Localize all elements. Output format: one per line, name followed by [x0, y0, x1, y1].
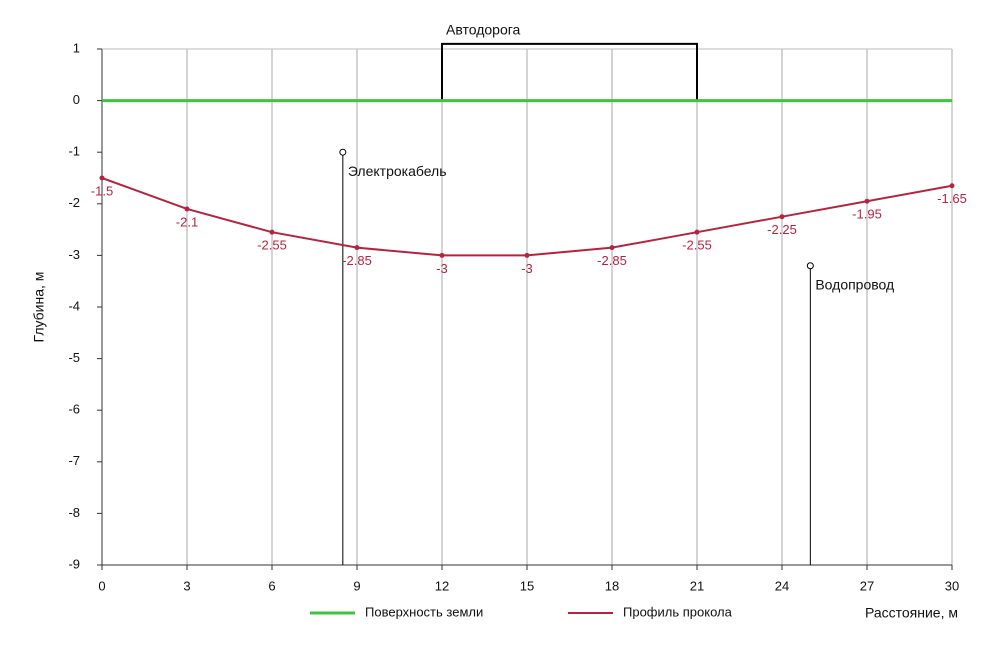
point: [269, 229, 275, 235]
point: [864, 198, 870, 204]
marker-point: [339, 148, 347, 156]
legend-label: Профиль прокола: [623, 604, 733, 619]
value-label: -1.95: [852, 207, 882, 222]
x-tick-label: 21: [690, 578, 704, 593]
y-tick-label: -3: [68, 247, 80, 262]
annotation-label: Электрокабель: [348, 163, 447, 179]
value-label: -1.65: [937, 191, 967, 206]
y-tick-label: -7: [68, 453, 80, 468]
y-tick-label: -2: [68, 195, 80, 210]
point: [949, 183, 955, 189]
y-axis-label: Глубина, м: [31, 272, 47, 343]
x-tick-label: 27: [860, 578, 874, 593]
value-label: -2.25: [767, 222, 797, 237]
value-label: -1.5: [91, 183, 113, 198]
road-span: [441, 42, 698, 101]
x-tick-label: 6: [268, 578, 275, 593]
point: [99, 175, 105, 181]
x-tick-label: 12: [435, 578, 449, 593]
point: [524, 252, 530, 258]
value-label: -3: [436, 261, 448, 276]
x-axis-label: Расстояние, м: [865, 605, 958, 621]
marker-point: [806, 262, 814, 270]
y-tick-label: -9: [68, 556, 80, 571]
value-label: -2.55: [682, 238, 712, 253]
value-label: -2.85: [342, 253, 372, 268]
legend-label: Поверхность земли: [365, 604, 483, 619]
point: [354, 245, 360, 251]
x-tick-label: 24: [775, 578, 789, 593]
y-tick-label: -5: [68, 350, 80, 365]
x-tick-label: 3: [183, 578, 190, 593]
x-tick-label: 18: [605, 578, 619, 593]
point: [184, 206, 190, 212]
point: [694, 229, 700, 235]
y-tick-label: -8: [68, 505, 80, 520]
point: [439, 252, 445, 258]
annotation-label: Автодорога: [446, 22, 521, 38]
y-tick-label: -6: [68, 402, 80, 417]
x-tick-label: 9: [353, 578, 360, 593]
y-tick-label: 0: [73, 92, 80, 107]
y-tick-label: 1: [73, 40, 80, 55]
annotation-label: Водопровод: [815, 276, 894, 292]
y-tick-label: -4: [68, 298, 80, 313]
point: [609, 245, 615, 251]
x-tick-label: 30: [945, 578, 959, 593]
x-tick-label: 15: [520, 578, 534, 593]
y-tick-label: -1: [68, 144, 80, 159]
value-label: -2.1: [176, 214, 198, 229]
value-label: -2.85: [597, 253, 627, 268]
point: [779, 214, 785, 220]
x-tick-label: 0: [98, 578, 105, 593]
value-label: -3: [521, 261, 533, 276]
value-label: -2.55: [257, 238, 287, 253]
